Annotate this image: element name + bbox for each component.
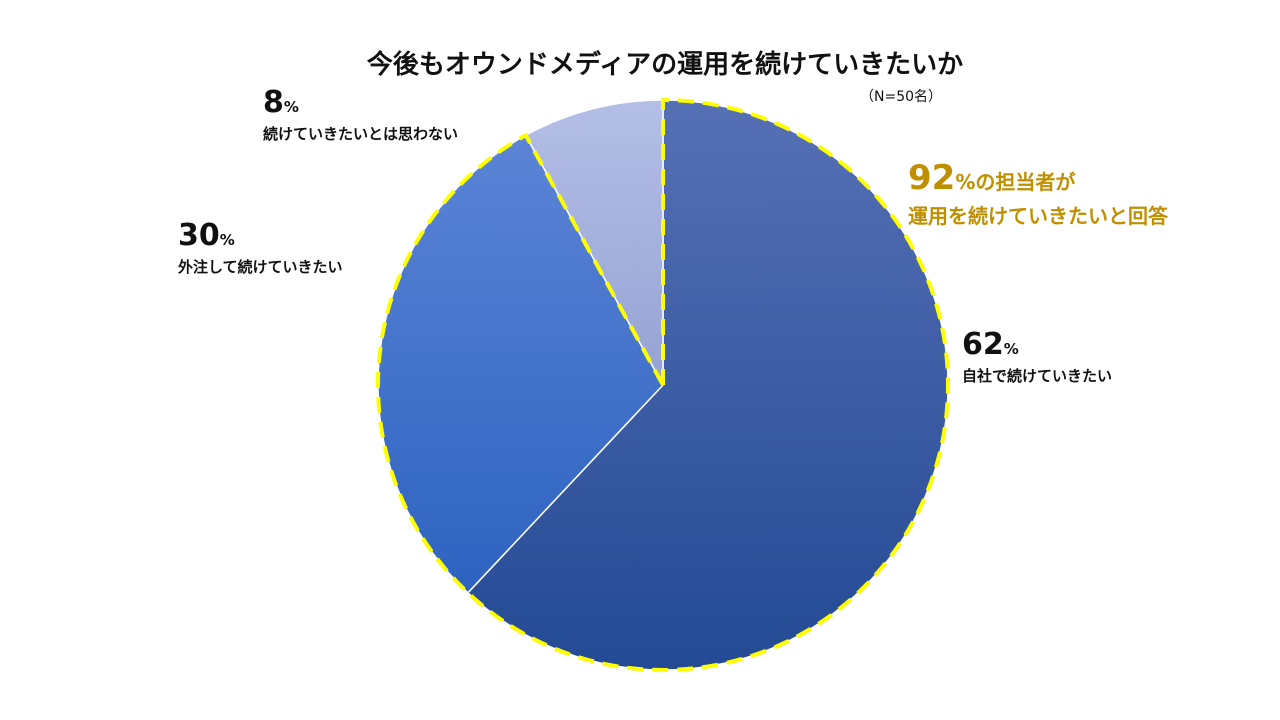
sample-size-note: （N=50名） [860,89,943,105]
slice-unit-2: % [283,98,299,116]
pie-slice-2 [524,99,664,386]
slice-unit-0: % [1003,340,1019,358]
slice-category-1: 外注して続けていきたい [178,258,343,276]
slice-category-2: 続けていきたいとは思わない [263,125,459,143]
slice-label-2: 8% 続けていきたいとは思わない [263,86,458,144]
slice-label-0: 62% 自社で続けていきたい [962,328,1112,386]
callout-unit: % [955,170,976,194]
chart-title: 今後もオウンドメディアの運用を続けていきたいか [366,50,964,80]
slice-unit-1: % [219,231,235,249]
slice-category-0: 自社で続けていきたい [962,367,1113,385]
slice-value-1: 30 [178,218,220,253]
callout-line1: の担当者が [975,170,1076,194]
slice-value-2: 8 [263,85,284,120]
slice-label-1: 30% 外注して続けていきたい [178,219,343,277]
callout-value: 92 [908,158,956,198]
callout-line2: 運用を続けていきたいと回答 [908,204,1168,228]
slice-value-0: 62 [962,327,1004,362]
highlight-outline [376,97,950,672]
callout: 92%の担当者が 運用を続けていきたいと回答 [908,158,1168,229]
